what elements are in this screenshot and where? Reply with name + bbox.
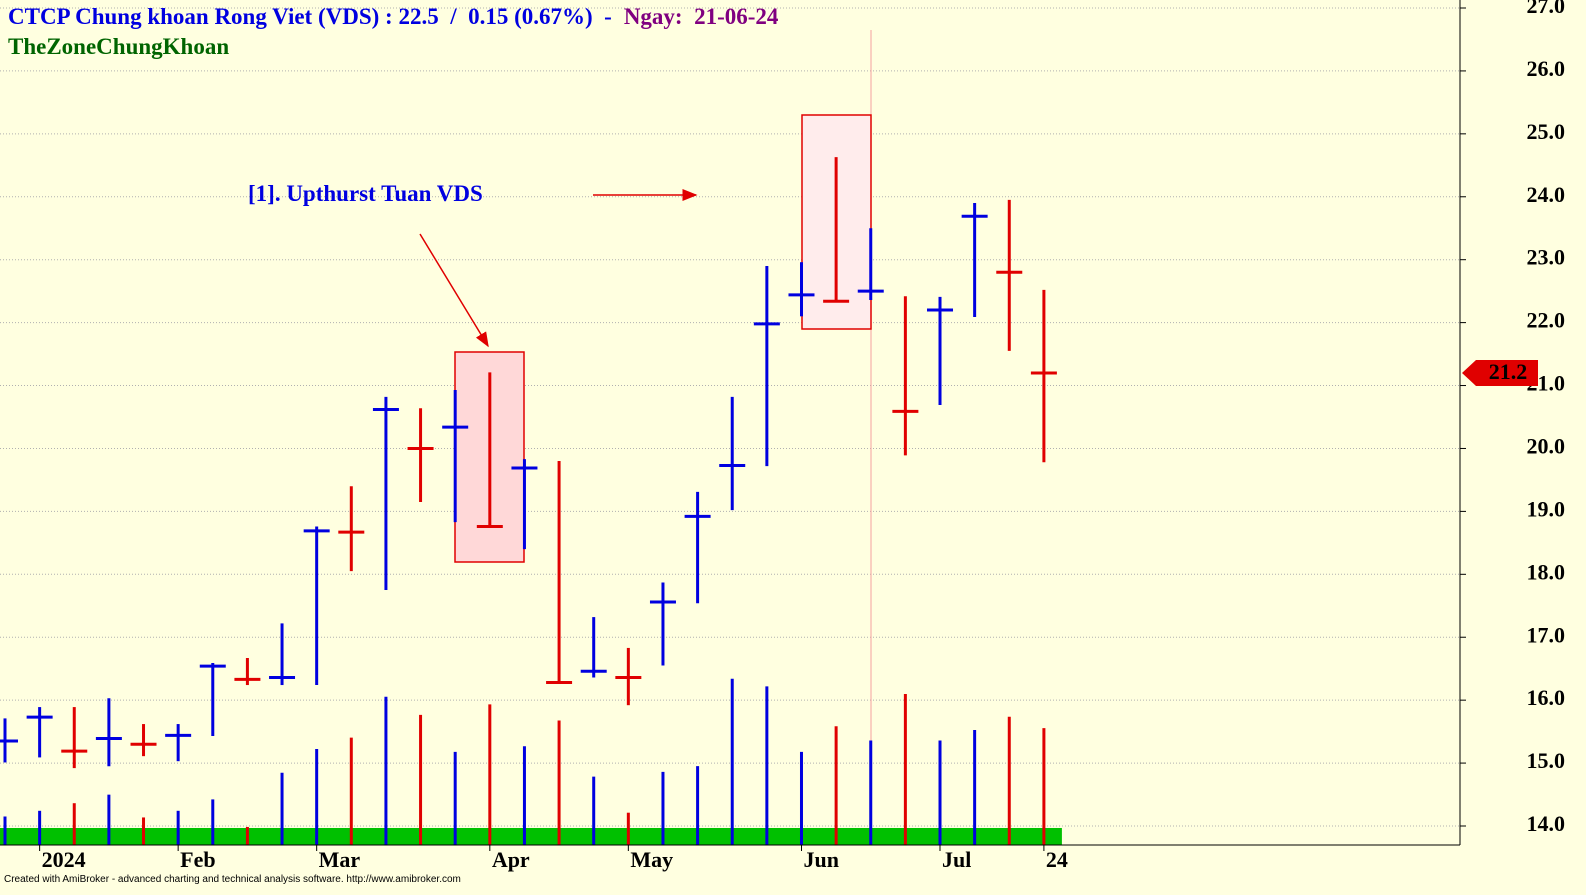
- x-tick-label: Mar: [319, 847, 361, 872]
- y-tick-label: 16.0: [1527, 685, 1566, 710]
- y-tick-label: 14.0: [1527, 811, 1566, 836]
- y-tick-label: 23.0: [1527, 245, 1566, 270]
- x-tick-label: Jul: [942, 847, 971, 872]
- y-tick-label: 18.0: [1527, 559, 1566, 584]
- price-badge-label: 21.2: [1489, 359, 1528, 384]
- annotation-arrow: [419, 233, 489, 348]
- green-strip: [0, 828, 1062, 845]
- date-label: Ngay: 21-06-24: [624, 4, 779, 29]
- x-tick-label: Jun: [803, 847, 838, 872]
- x-tick-label: May: [630, 847, 673, 872]
- x-tick-label: Feb: [180, 847, 215, 872]
- y-tick-label: 15.0: [1527, 748, 1566, 773]
- price-badge: [1462, 359, 1538, 386]
- volume-layer: [3, 678, 1046, 845]
- x-tick-label: 2024: [42, 847, 86, 872]
- y-tick-label: 20.0: [1527, 434, 1566, 459]
- title: CTCP Chung khoan Rong Viet (VDS) : 22.5 …: [8, 4, 612, 29]
- y-tick-label: 27.0: [1527, 0, 1566, 18]
- x-tick-label: 24: [1046, 847, 1068, 872]
- chart-title: CTCP Chung khoan Rong Viet (VDS) : 22.5 …: [8, 4, 779, 29]
- price-layer: [0, 157, 1057, 769]
- x-tick-label: Apr: [492, 847, 530, 872]
- y-tick-label: 24.0: [1527, 182, 1566, 207]
- y-tick-label: 22.0: [1527, 308, 1566, 333]
- annotation: [1]. Upthurst Tuan VDS: [248, 181, 483, 206]
- y-tick-label: 17.0: [1527, 622, 1566, 647]
- y-tick-label: 25.0: [1527, 119, 1566, 144]
- footer: Created with AmiBroker - advanced charti…: [4, 874, 461, 885]
- y-tick-label: 19.0: [1527, 496, 1566, 521]
- subtitle: TheZoneChungKhoan: [8, 34, 229, 59]
- y-tick-label: 26.0: [1527, 56, 1566, 81]
- grid: [0, 7, 1460, 827]
